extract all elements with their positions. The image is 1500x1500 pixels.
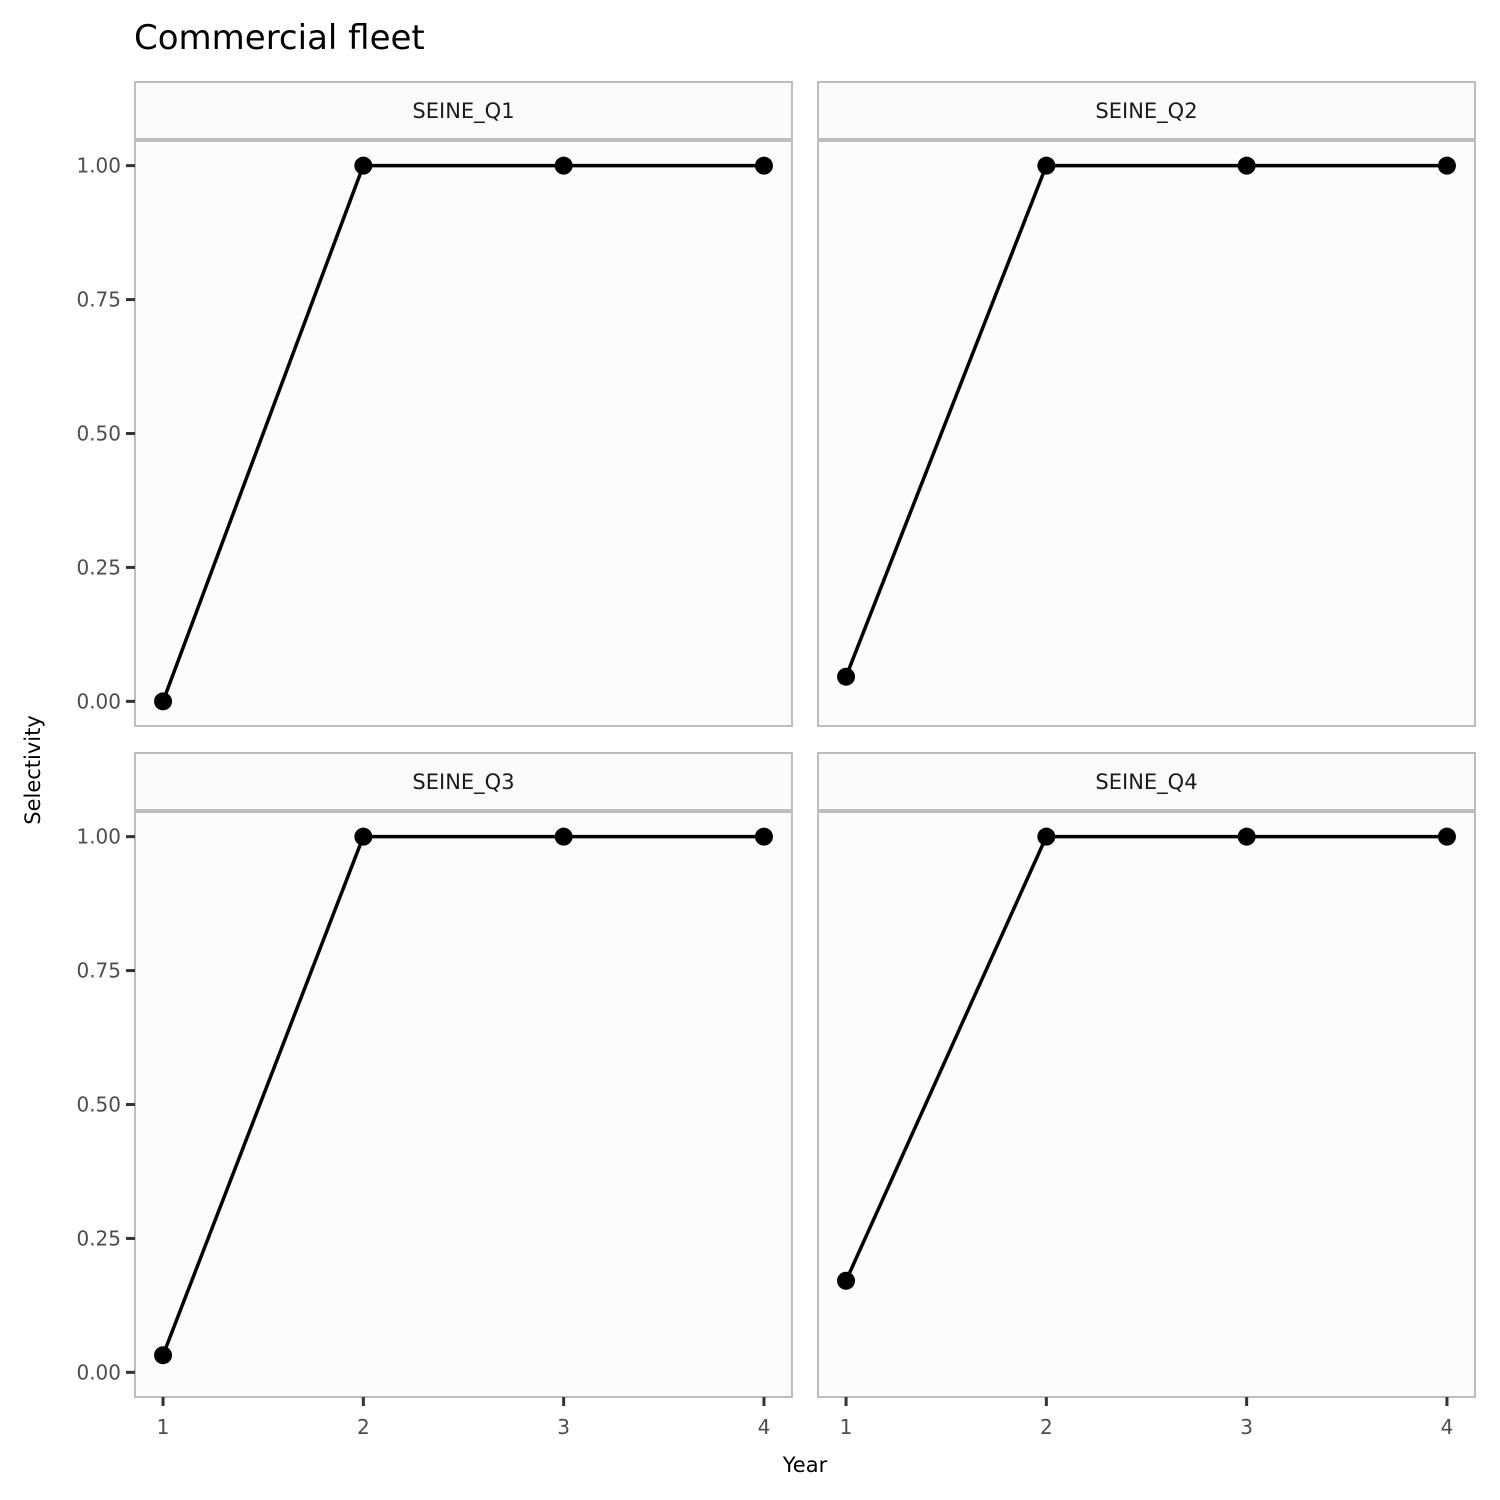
data-point — [1037, 827, 1056, 846]
x-tick-label: 3 — [1240, 1415, 1253, 1439]
x-tick-label: 4 — [758, 1415, 771, 1439]
y-tick-label: 0.50 — [76, 1093, 121, 1117]
y-tick-label: 0.00 — [76, 1360, 121, 1384]
y-tick-label: 1.00 — [76, 154, 121, 178]
y-tick-label: 0.75 — [76, 959, 121, 983]
data-point — [354, 156, 373, 175]
facet-strip-label: SEINE_Q1 — [412, 99, 514, 124]
facet-strip — [134, 752, 793, 811]
y-tick-label: 0.50 — [76, 422, 121, 446]
facet-strip-label: SEINE_Q3 — [412, 770, 514, 795]
x-tick-label: 4 — [1441, 1415, 1454, 1439]
data-point — [154, 1346, 173, 1365]
facet-panels: SEINE_Q1 0.00 0.25 0.50 0.75 1.00 SEINE_Q2 SEIN… — [76, 81, 1476, 1439]
plot-area — [817, 811, 1476, 1398]
x-axis-label: Year — [782, 1453, 828, 1477]
data-point — [1237, 156, 1256, 175]
data-point — [754, 827, 773, 846]
y-tick-label: 0.75 — [76, 288, 121, 312]
chart-title: Commercial fleet — [134, 18, 425, 58]
facet-strip-label: SEINE_Q2 — [1095, 99, 1197, 124]
series-line — [161, 163, 764, 703]
facet-strip — [134, 81, 793, 140]
y-tick-label: 0.00 — [76, 689, 121, 713]
series-line — [844, 834, 1447, 1282]
x-tick-label: 2 — [1040, 1415, 1053, 1439]
plot-area — [134, 140, 793, 727]
data-point — [554, 827, 573, 846]
series-line — [161, 834, 764, 1356]
data-point — [837, 667, 856, 686]
facet-strip — [817, 752, 1476, 811]
y-axis-label: Selectivity — [21, 715, 45, 825]
x-tick-label: 2 — [357, 1415, 370, 1439]
x-tick-label: 3 — [557, 1415, 570, 1439]
data-point — [1437, 156, 1456, 175]
plot-area — [134, 811, 793, 1398]
data-point — [837, 1271, 856, 1290]
data-point — [1237, 827, 1256, 846]
x-tick-label: 1 — [840, 1415, 853, 1439]
data-point — [554, 156, 573, 175]
data-point — [1037, 156, 1056, 175]
y-tick-label: 0.25 — [76, 1226, 121, 1250]
y-tick-label: 0.25 — [76, 555, 121, 579]
y-tick-label: 1.00 — [76, 825, 121, 849]
data-point — [354, 827, 373, 846]
series-line — [844, 163, 1447, 678]
facet-panel-2: SEINE_Q2 — [817, 81, 1476, 727]
facet-panel-4: SEINE_Q4 1 2 3 4 — [817, 752, 1476, 1439]
facet-panel-3: SEINE_Q3 0.00 0.25 0.50 0.75 1.00 1 2 3 4 — [76, 752, 793, 1439]
plot-area — [817, 140, 1476, 727]
data-point — [1437, 827, 1456, 846]
facet-strip — [817, 81, 1476, 140]
data-point — [754, 156, 773, 175]
x-tick-label: 1 — [157, 1415, 170, 1439]
facet-strip-label: SEINE_Q4 — [1095, 770, 1197, 795]
data-point — [154, 692, 173, 711]
facet-panel-1: SEINE_Q1 0.00 0.25 0.50 0.75 1.00 — [76, 81, 793, 727]
